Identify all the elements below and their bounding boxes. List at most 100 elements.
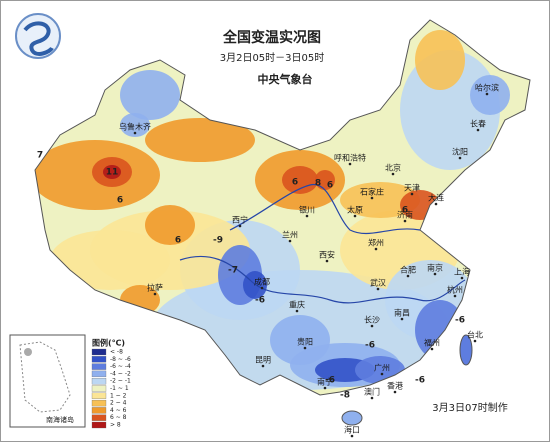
city-dot [238, 224, 242, 228]
city-label: 海口 [344, 425, 360, 435]
contour-label: -6 [415, 376, 425, 386]
city-label: 西安 [319, 250, 335, 260]
city-label: 上海 [454, 267, 470, 277]
city-dot [350, 434, 354, 438]
legend-swatch [91, 385, 107, 392]
city-dot [133, 131, 137, 135]
legend-label: -6 ~ -4 [110, 363, 131, 370]
city-label: 重庆 [289, 300, 305, 310]
city-label: 呼和浩特 [334, 153, 366, 163]
city-label: 长春 [470, 119, 486, 129]
legend-swatch [91, 363, 107, 370]
temperature-area [103, 165, 121, 179]
city-dot [433, 272, 437, 276]
legend-label: 2 ~ 4 [110, 400, 127, 407]
city-label: 福州 [424, 339, 440, 348]
legend-label: 4 ~ 6 [110, 407, 127, 414]
city-dot [410, 192, 414, 196]
city-dot [370, 196, 374, 200]
city-dot [460, 276, 464, 280]
legend-swatch [91, 356, 107, 363]
city-label: 武汉 [370, 278, 386, 288]
city-label: 合肥 [400, 265, 416, 275]
city-label: 台北 [467, 330, 483, 340]
city-label: 贵阳 [297, 337, 313, 347]
legend: 图例(℃) < -8-8 ~ -6-6 ~ -4-4 ~ -2-2 ~ -1-1… [91, 338, 131, 429]
agency: 中央气象台 [258, 72, 313, 86]
city-dot [260, 286, 264, 290]
city-dot [380, 372, 384, 376]
legend-title: 图例(℃) [92, 338, 125, 348]
city-dot [430, 347, 434, 351]
taiwan-island [459, 334, 473, 366]
legend-label: -8 ~ -6 [110, 356, 131, 363]
city-label: 长沙 [364, 315, 380, 325]
logo-ring [15, 13, 61, 59]
city-dot [153, 292, 157, 296]
city-dot [403, 219, 407, 223]
legend-label: > 8 [110, 422, 121, 429]
city-dot [453, 294, 457, 298]
city-label: 石家庄 [360, 187, 384, 197]
temperature-area [243, 271, 267, 299]
city-label: 太原 [347, 205, 363, 215]
inset-boundary [19, 341, 71, 413]
temperature-area [120, 70, 180, 120]
city-label: 哈尔滨 [475, 83, 499, 93]
city-dot [374, 247, 378, 251]
logo-mark [23, 21, 54, 56]
contour-label: -6 [455, 316, 465, 326]
city-dot [376, 287, 380, 291]
temperature-area [282, 166, 318, 194]
city-dot [400, 317, 404, 321]
city-label: 澳门 [364, 387, 380, 397]
city-dot [370, 396, 374, 400]
contour-label: -6 [255, 296, 265, 306]
city-dot [323, 386, 327, 390]
legend-swatch [91, 378, 107, 385]
logo [15, 13, 61, 59]
legend-label: < -8 [110, 349, 123, 356]
city-dot [406, 274, 410, 278]
city-label: 南昌 [394, 308, 410, 318]
contour-label: -8 [340, 391, 350, 401]
temperature-area [270, 315, 330, 365]
legend-label: 1 ~ 2 [110, 392, 127, 399]
city-label: 大连 [428, 193, 444, 203]
contour-label: 6 [327, 181, 333, 191]
city-dot [325, 259, 329, 263]
city-dot [473, 339, 477, 343]
city-label: 成都 [254, 277, 270, 287]
city-dot [305, 214, 309, 218]
contour-label: 6 [402, 206, 408, 216]
temperature-area [145, 118, 255, 162]
contour-label: 7 [37, 151, 43, 161]
city-label: 乌鲁木齐 [119, 122, 151, 132]
legend-swatch [91, 392, 107, 399]
inset-map: 南海诸岛 [9, 334, 86, 428]
contour-label: -6 [325, 376, 335, 386]
city-dot [476, 128, 480, 132]
city-label: 兰州 [282, 230, 298, 240]
city-label: 香港 [387, 381, 403, 391]
city-label: 拉萨 [147, 283, 163, 293]
city-label: 昆明 [255, 356, 271, 365]
temperature-area [315, 170, 335, 190]
temperature-area [470, 75, 510, 115]
city-label: 广州 [374, 363, 390, 373]
city-label: 银川 [299, 205, 315, 215]
city-dot [393, 390, 397, 394]
contour-label: 6 [292, 178, 298, 188]
legend-swatch [91, 414, 107, 421]
city-dot [353, 214, 357, 218]
temperature-area [145, 205, 195, 245]
city-dot [485, 92, 489, 96]
yellow-river [229, 184, 421, 235]
inset-frame [9, 334, 86, 428]
inset-island [24, 348, 32, 356]
contour-label: 6 [117, 196, 123, 206]
legend-label: -2 ~ -1 [110, 378, 131, 385]
